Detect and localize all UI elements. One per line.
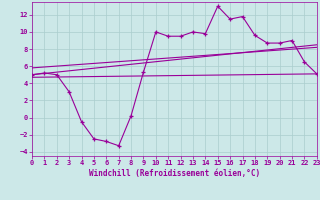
X-axis label: Windchill (Refroidissement éolien,°C): Windchill (Refroidissement éolien,°C) (89, 169, 260, 178)
